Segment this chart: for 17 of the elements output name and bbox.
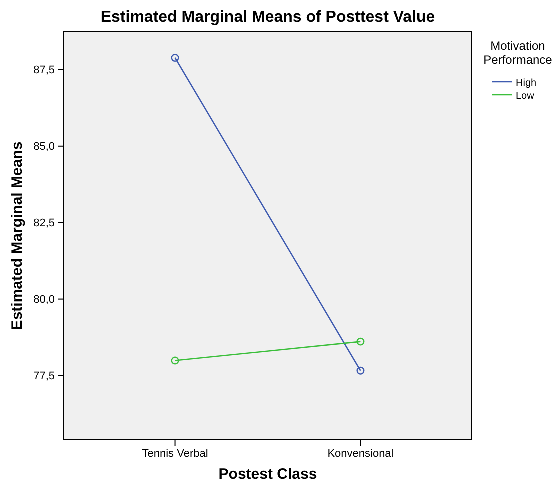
y-tick-label: 82,5 (34, 217, 55, 230)
legend-label: High (516, 78, 537, 89)
x-tick-label: Konvensional (328, 448, 394, 460)
x-axis-title: Postest Class (218, 466, 318, 483)
y-axis-title: Estimated Marginal Means (9, 142, 26, 330)
y-tick-label: 87,5 (34, 64, 55, 76)
legend-label: Low (516, 91, 536, 102)
point (171, 54, 180, 62)
point (356, 366, 365, 375)
y-tick-label: 85,0 (34, 140, 55, 153)
y-tick-label: 80,0 (34, 294, 55, 306)
x-tick-label: Tennis Verbal (142, 448, 208, 460)
chart-title: Estimated Marginal Means of Posttest Value (100, 9, 436, 26)
point (356, 338, 365, 346)
legend-title: Motivation Performance (484, 39, 553, 67)
point (171, 356, 180, 365)
y-tick-label: 77,5 (34, 370, 55, 382)
